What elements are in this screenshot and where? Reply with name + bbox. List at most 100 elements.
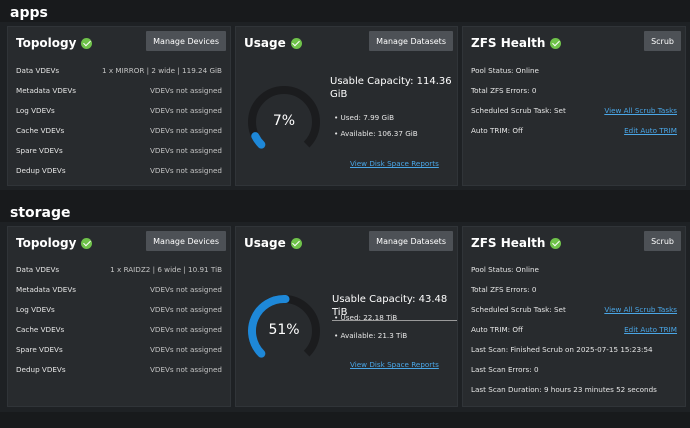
usable-capacity-unit: GiB (330, 89, 348, 100)
topology-row: Log VDEVs VDEVs not assigned (16, 103, 222, 117)
row-label: Pool Status: Online (471, 264, 539, 274)
topology-card-storage: Topology Manage Devices Data VDEVs 1 x RA… (7, 226, 231, 407)
topology-title: Topology (16, 236, 77, 250)
gauge-fill (251, 132, 266, 149)
row-label: Metadata VDEVs (16, 85, 76, 95)
row-label: Cache VDEVs (16, 125, 65, 135)
row-label: Log VDEVs (16, 105, 55, 115)
available-value: Available: 21.3 TiB (334, 331, 408, 340)
usage-header: Usage (244, 236, 302, 250)
row-value: VDEVs not assigned (150, 85, 222, 95)
row-label: Log VDEVs (16, 304, 55, 314)
row-value: VDEVs not assigned (150, 145, 222, 155)
edit-auto-trim-link[interactable]: Edit Auto TRIM (624, 324, 677, 334)
health-row: Last Scan Duration: 9 hours 23 minutes 5… (471, 382, 677, 396)
check-circle-icon (81, 237, 93, 249)
row-label: Spare VDEVs (16, 344, 63, 354)
available-value: Available: 106.37 GiB (334, 129, 418, 138)
row-label: Dedup VDEVs (16, 165, 66, 175)
row-value: VDEVs not assigned (150, 344, 222, 354)
row-label: Pool Status: Online (471, 65, 539, 75)
gauge-fill (248, 295, 290, 358)
health-row: Last Scan Errors: 0 (471, 362, 677, 376)
usage-title: Usage (244, 236, 286, 250)
row-value: VDEVs not assigned (150, 304, 222, 314)
topology-header: Topology (16, 36, 93, 50)
topology-row: Data VDEVs 1 x MIRROR | 2 wide | 119.24 G… (16, 63, 222, 77)
row-value: VDEVs not assigned (150, 105, 222, 115)
zfs-health-header: ZFS Health (471, 236, 562, 250)
zfs-health-title: ZFS Health (471, 36, 546, 50)
disk-space-reports-link[interactable]: View Disk Space Reports (350, 360, 439, 369)
row-label: Data VDEVs (16, 264, 60, 274)
row-label: Total ZFS Errors: 0 (471, 284, 537, 294)
topology-row: Data VDEVs 1 x RAIDZ2 | 6 wide | 10.91 Ti… (16, 262, 222, 276)
row-label: Scheduled Scrub Task: Set (471, 304, 566, 314)
row-label: Last Scan Errors: 0 (471, 364, 539, 374)
row-value: 1 x RAIDZ2 | 6 wide | 10.91 TiB (110, 264, 222, 274)
health-row: Total ZFS Errors: 0 (471, 282, 677, 296)
topology-row: Metadata VDEVs VDEVs not assigned (16, 83, 222, 97)
scrub-button[interactable]: Scrub (644, 231, 681, 251)
check-circle-icon (550, 37, 562, 49)
row-value: VDEVs not assigned (150, 165, 222, 175)
health-row: Pool Status: Online (471, 63, 677, 77)
topology-title: Topology (16, 36, 77, 50)
manage-datasets-button[interactable]: Manage Datasets (369, 231, 453, 251)
usage-card-apps: Usage Manage Datasets 7% Usable Capacity… (235, 26, 458, 186)
usable-capacity: Usable Capacity: 114.36 GiB (330, 75, 452, 101)
topology-card-apps: Topology Manage Devices Data VDEVs 1 x MI… (7, 26, 231, 186)
row-label: Auto TRIM: Off (471, 125, 523, 135)
view-all-scrub-tasks-link[interactable]: View All Scrub Tasks (604, 304, 677, 314)
zfs-health-header: ZFS Health (471, 36, 562, 50)
manage-datasets-button[interactable]: Manage Datasets (369, 31, 453, 51)
row-label: Scheduled Scrub Task: Set (471, 105, 566, 115)
used-value: Used: 7.99 GiB (334, 113, 394, 122)
row-value: VDEVs not assigned (150, 324, 222, 334)
row-label: Dedup VDEVs (16, 364, 66, 374)
health-row: Scheduled Scrub Task: Set View All Scrub … (471, 103, 677, 117)
usage-title: Usage (244, 36, 286, 50)
topology-header: Topology (16, 236, 93, 250)
usage-card-storage: Usage Manage Datasets 51% Usable Capacit… (235, 226, 458, 407)
topology-row: Cache VDEVs VDEVs not assigned (16, 123, 222, 137)
used-value: Used: 22.18 TiB (334, 313, 398, 322)
usage-gauge (248, 86, 320, 149)
usage-header: Usage (244, 36, 302, 50)
disk-space-reports-link[interactable]: View Disk Space Reports (350, 159, 439, 168)
zfs-health-card-apps: ZFS Health Scrub Pool Status: Online Tot… (462, 26, 686, 186)
row-label: Auto TRIM: Off (471, 324, 523, 334)
topology-row: Spare VDEVs VDEVs not assigned (16, 342, 222, 356)
topology-row: Metadata VDEVs VDEVs not assigned (16, 282, 222, 296)
manage-devices-button[interactable]: Manage Devices (146, 231, 226, 251)
row-label: Last Scan Duration: 9 hours 23 minutes 5… (471, 384, 657, 394)
topology-row: Cache VDEVs VDEVs not assigned (16, 322, 222, 336)
manage-devices-button[interactable]: Manage Devices (146, 31, 226, 51)
usage-gauge (248, 295, 320, 358)
zfs-health-title: ZFS Health (471, 236, 546, 250)
health-row: Pool Status: Online (471, 262, 677, 276)
row-label: Data VDEVs (16, 65, 60, 75)
check-circle-icon (550, 237, 562, 249)
pool-title-storage: storage (10, 205, 71, 221)
topology-row: Dedup VDEVs VDEVs not assigned (16, 362, 222, 376)
health-row: Auto TRIM: Off Edit Auto TRIM (471, 123, 677, 137)
row-value: VDEVs not assigned (150, 125, 222, 135)
check-circle-icon (290, 237, 302, 249)
check-circle-icon (81, 37, 93, 49)
topology-row: Dedup VDEVs VDEVs not assigned (16, 163, 222, 177)
view-all-scrub-tasks-link[interactable]: View All Scrub Tasks (604, 105, 677, 115)
row-value: VDEVs not assigned (150, 284, 222, 294)
row-value: 1 x MIRROR | 2 wide | 119.24 GiB (102, 65, 222, 75)
usage-percent: 7% (272, 113, 296, 129)
health-row: Auto TRIM: Off Edit Auto TRIM (471, 322, 677, 336)
row-label: Metadata VDEVs (16, 284, 76, 294)
scrub-button[interactable]: Scrub (644, 31, 681, 51)
row-label: Last Scan: Finished Scrub on 2025-07-15 … (471, 344, 653, 354)
row-label: Spare VDEVs (16, 145, 63, 155)
topology-row: Spare VDEVs VDEVs not assigned (16, 143, 222, 157)
usage-percent: 51% (268, 322, 300, 338)
health-row: Scheduled Scrub Task: Set View All Scrub … (471, 302, 677, 316)
row-value: VDEVs not assigned (150, 364, 222, 374)
edit-auto-trim-link[interactable]: Edit Auto TRIM (624, 125, 677, 135)
